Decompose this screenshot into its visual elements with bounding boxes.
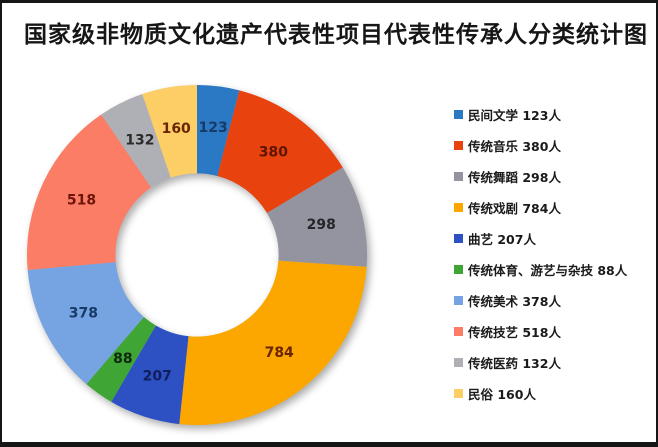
legend-swatch: [454, 265, 463, 274]
pie-slice-7: [27, 262, 144, 385]
slice-value-label: 88: [113, 351, 132, 367]
legend-label: 传统技艺 518人: [468, 325, 561, 340]
legend-label: 传统医药 132人: [468, 356, 561, 371]
slice-value-label: 207: [143, 369, 172, 385]
legend-item-1: 民间文学 123人: [454, 99, 627, 130]
legend-swatch: [454, 296, 463, 305]
legend: 民间文学 123人 传统音乐 380人 传统舞蹈 298人 传统戏剧 784人 曲艺 2…: [454, 99, 627, 409]
chart-title: 国家级非物质文化遗产代表性项目代表性传承人分类统计图: [24, 22, 648, 48]
legend-label: 曲艺 207人: [468, 232, 536, 247]
legend-label: 民俗 160人: [468, 387, 536, 402]
legend-swatch: [454, 234, 463, 243]
legend-swatch: [454, 110, 463, 119]
slice-value-label: 298: [307, 217, 336, 233]
legend-item-5: 曲艺 207人: [454, 223, 627, 254]
legend-item-7: 传统美术 378人: [454, 285, 627, 316]
legend-item-3: 传统舞蹈 298人: [454, 161, 627, 192]
slice-value-label: 160: [162, 121, 191, 137]
legend-item-2: 传统音乐 380人: [454, 130, 627, 161]
donut-chart: 123 380 298 784 207 88 378 518 132 160: [27, 85, 368, 425]
legend-swatch: [454, 358, 463, 367]
legend-item-6: 传统体育、游艺与杂技 88人: [454, 254, 627, 285]
pie-slice-2: [217, 90, 343, 213]
legend-swatch: [454, 203, 463, 212]
pie-slice-9: [101, 94, 171, 188]
slice-value-label: 380: [259, 145, 288, 161]
pie-slice-5: [111, 325, 189, 425]
pie-slice-10: [142, 85, 197, 178]
legend-label: 传统美术 378人: [468, 294, 561, 309]
legend-swatch: [454, 141, 463, 150]
legend-item-8: 传统技艺 518人: [454, 316, 627, 347]
slice-value-label: 784: [265, 345, 294, 361]
pie-slice-6: [86, 316, 156, 402]
legend-item-4: 传统戏剧 784人: [454, 192, 627, 223]
slice-value-label: 123: [198, 120, 227, 136]
legend-label: 传统体育、游艺与杂技 88人: [468, 263, 628, 278]
legend-swatch: [454, 389, 463, 398]
legend-label: 传统舞蹈 298人: [468, 170, 561, 185]
legend-swatch: [454, 172, 463, 181]
slice-value-label: 518: [67, 192, 96, 208]
pie-slice-1: [197, 85, 240, 176]
slice-value-label: 132: [125, 133, 154, 149]
slice-value-label: 378: [69, 306, 98, 322]
legend-item-10: 民俗 160人: [454, 378, 627, 409]
legend-swatch: [454, 327, 463, 336]
pie-slice-8: [27, 114, 152, 270]
legend-label: 传统音乐 380人: [468, 139, 561, 154]
pie-slice-4: [179, 260, 367, 425]
legend-item-9: 传统医药 132人: [454, 347, 627, 378]
legend-label: 民间文学 123人: [468, 108, 561, 123]
legend-label: 传统戏剧 784人: [468, 201, 561, 216]
pie-slice-3: [266, 167, 368, 267]
